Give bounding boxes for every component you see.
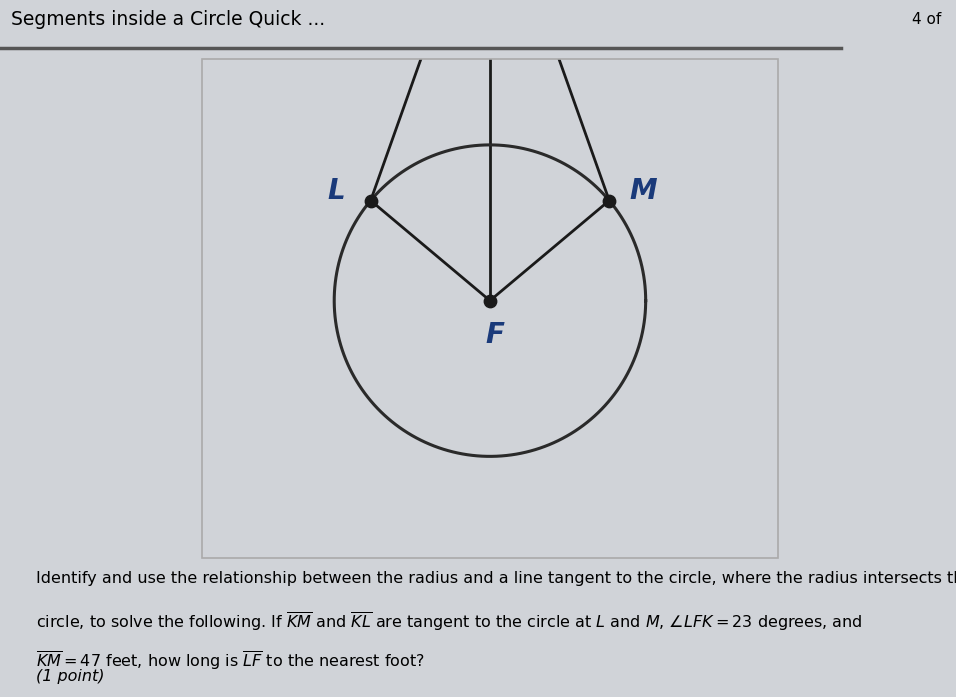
Point xyxy=(482,295,497,306)
Text: F: F xyxy=(485,321,504,349)
Text: circle, to solve the following. If $\overline{KM}$ and $\overline{KL}$ are tange: circle, to solve the following. If $\ove… xyxy=(36,610,862,633)
Text: M: M xyxy=(630,177,658,205)
Text: L: L xyxy=(328,177,345,205)
Text: 4 of: 4 of xyxy=(912,13,942,27)
Text: Identify and use the relationship between the radius and a line tangent to the c: Identify and use the relationship betwee… xyxy=(36,572,956,586)
Text: $\overline{KM} = 47$ feet, how long is $\overline{LF}$ to the nearest foot?: $\overline{KM} = 47$ feet, how long is $… xyxy=(36,649,425,672)
Point xyxy=(363,195,379,206)
Point xyxy=(601,195,617,206)
Text: Segments inside a Circle Quick ...: Segments inside a Circle Quick ... xyxy=(11,10,326,29)
Text: (1 point): (1 point) xyxy=(36,668,104,684)
